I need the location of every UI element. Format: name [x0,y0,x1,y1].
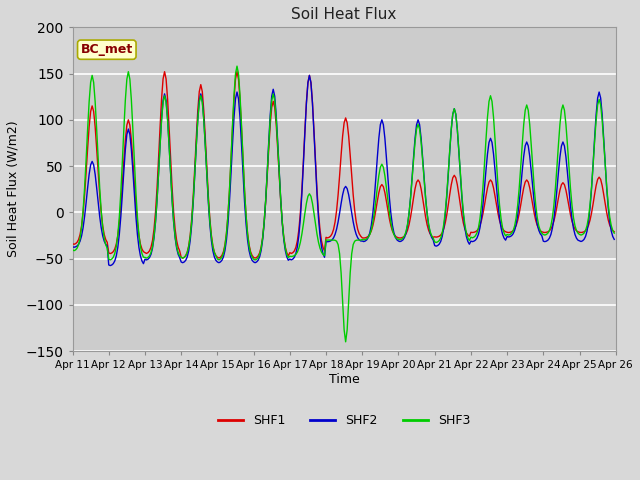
Legend: SHF1, SHF2, SHF3: SHF1, SHF2, SHF3 [213,409,475,432]
Title: Soil Heat Flux: Soil Heat Flux [291,7,397,22]
X-axis label: Time: Time [329,373,360,386]
Y-axis label: Soil Heat Flux (W/m2): Soil Heat Flux (W/m2) [7,121,20,257]
Text: BC_met: BC_met [81,43,133,56]
